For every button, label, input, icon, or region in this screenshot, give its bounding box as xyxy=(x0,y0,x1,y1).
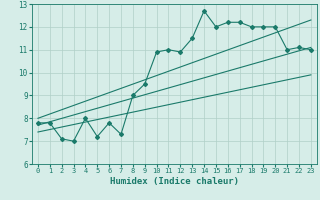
X-axis label: Humidex (Indice chaleur): Humidex (Indice chaleur) xyxy=(110,177,239,186)
